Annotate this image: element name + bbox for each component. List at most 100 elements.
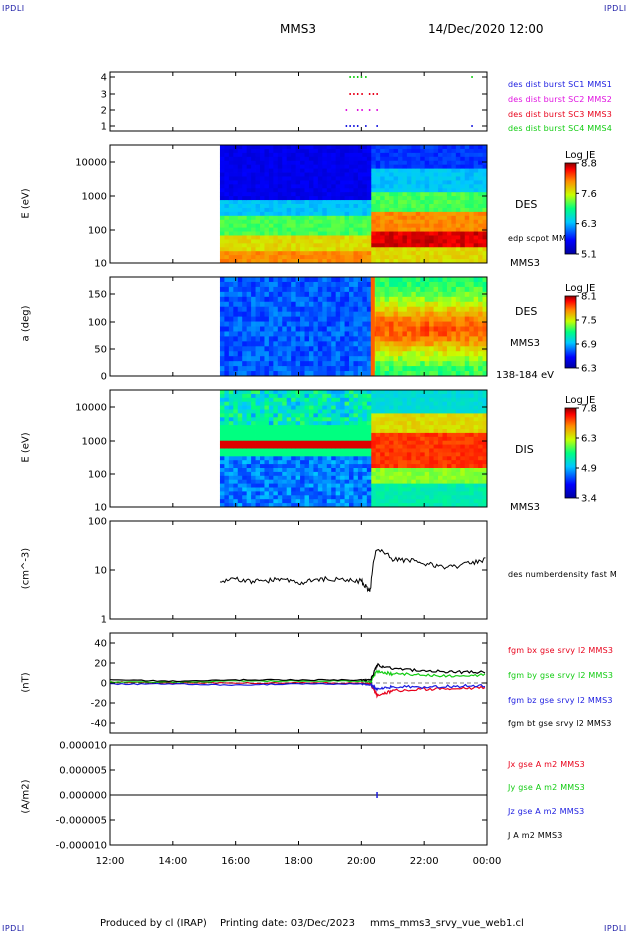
dis-energy-cell [300,452,305,456]
dis-energy-cell [429,410,434,414]
dis-energy-cell [376,421,381,425]
des-energy-cell [287,157,292,161]
des-energy-cell [273,180,278,184]
des-pitch-cell [474,312,479,317]
des-energy-cell [229,180,234,184]
dis-energy-cell [318,449,323,453]
des-pitch-cell [402,361,407,366]
des-energy-cell [389,145,394,149]
dis-energy-cell [389,410,394,414]
des-pitch-cell [309,292,314,297]
dis-energy-cell [247,480,252,484]
dis-energy-cell [309,476,314,480]
des-energy-cell [238,153,243,157]
des-energy-cell [256,255,261,259]
dis-energy-cell [442,495,447,499]
dis-energy-cell [460,402,465,406]
des-pitch-cell [287,331,292,336]
dis-energy-cell [451,421,456,425]
des-energy-cell [456,145,461,149]
dis-energy-cell [251,421,256,425]
des-pitch-cell [425,366,430,371]
des-energy-cell [340,180,345,184]
dis-energy-cell [229,402,234,406]
des-energy-cell [300,180,305,184]
des-energy-cell [224,235,229,239]
des-energy-cell [273,255,278,259]
des-energy-cell [340,165,345,169]
des-pitch-cell [411,292,416,297]
des-energy-cell [425,212,430,216]
dis-energy-cell [416,413,421,417]
dis-energy-cell [313,413,318,417]
dis-energy-cell [300,441,305,445]
dis-energy-cell [278,476,283,480]
des-energy-cell [456,212,461,216]
des-pitch-cell [251,331,256,336]
des-energy-cell [429,255,434,259]
des-energy-cell [465,192,470,196]
des-energy-cell [331,176,336,180]
des-energy-cell [402,192,407,196]
dis-energy-cell [398,468,403,472]
des-energy-cell [220,184,225,188]
dis-energy-cell [438,421,443,425]
des-energy-cell [438,235,443,239]
des-pitch-cell [305,292,310,297]
dis-energy-cell [394,445,399,449]
dis-energy-cell [264,491,269,495]
des-pitch-cell [438,327,443,332]
des-energy-cell [278,220,283,224]
dis-energy-cell [429,468,434,472]
dis-energy-cell [469,437,474,441]
des-energy-cell [367,196,372,200]
des-energy-cell [282,180,287,184]
des-energy-cell [322,184,327,188]
des-pitch-cell [460,366,465,371]
des-pitch-cell [411,312,416,317]
des-pitch-cell [220,331,225,336]
des-pitch-cell [327,287,332,292]
dis-energy-cell [407,488,412,492]
dis-energy-cell [220,437,225,441]
des-energy-cell [474,176,479,180]
des-energy-cell [278,235,283,239]
dis-energy-cell [411,468,416,472]
dis-energy-cell [260,398,265,402]
des-energy-cell [456,235,461,239]
dis-energy-cell [229,464,234,468]
des-pitch-cell [282,312,287,317]
des-energy-cell [305,239,310,243]
dis-energy-cell [336,476,341,480]
des-pitch-cell [251,317,256,322]
des-energy-cell [247,216,252,220]
des-pitch-cell [429,282,434,287]
des-energy-cell [411,255,416,259]
dis-energy-cell [465,417,470,421]
des-energy-cell [256,173,261,177]
des-energy-cell [429,204,434,208]
des-energy-cell [220,216,225,220]
des-energy-cell [233,180,238,184]
des-pitch-cell [278,282,283,287]
dis-energy-cell [331,413,336,417]
des-energy-cell [273,232,278,236]
des-pitch-cell [447,331,452,336]
des-energy-cell [474,153,479,157]
dis-energy-cell [460,499,465,503]
des-energy-cell [327,208,332,212]
dis-energy-cell [224,429,229,433]
des-energy-cell [353,196,358,200]
dis-energy-cell [385,472,390,476]
dis-energy-cell [340,449,345,453]
des-pitch-cell [469,282,474,287]
des-pitch-cell [229,297,234,302]
dis-energy-cell [256,484,261,488]
des-pitch-cell [229,336,234,341]
des-energy-cell [305,192,310,196]
des-energy-cell [305,247,310,251]
des-pitch-cell [264,322,269,327]
des-pitch-cell [247,297,252,302]
dis-energy-cell [282,456,287,460]
dis-energy-cell [474,495,479,499]
